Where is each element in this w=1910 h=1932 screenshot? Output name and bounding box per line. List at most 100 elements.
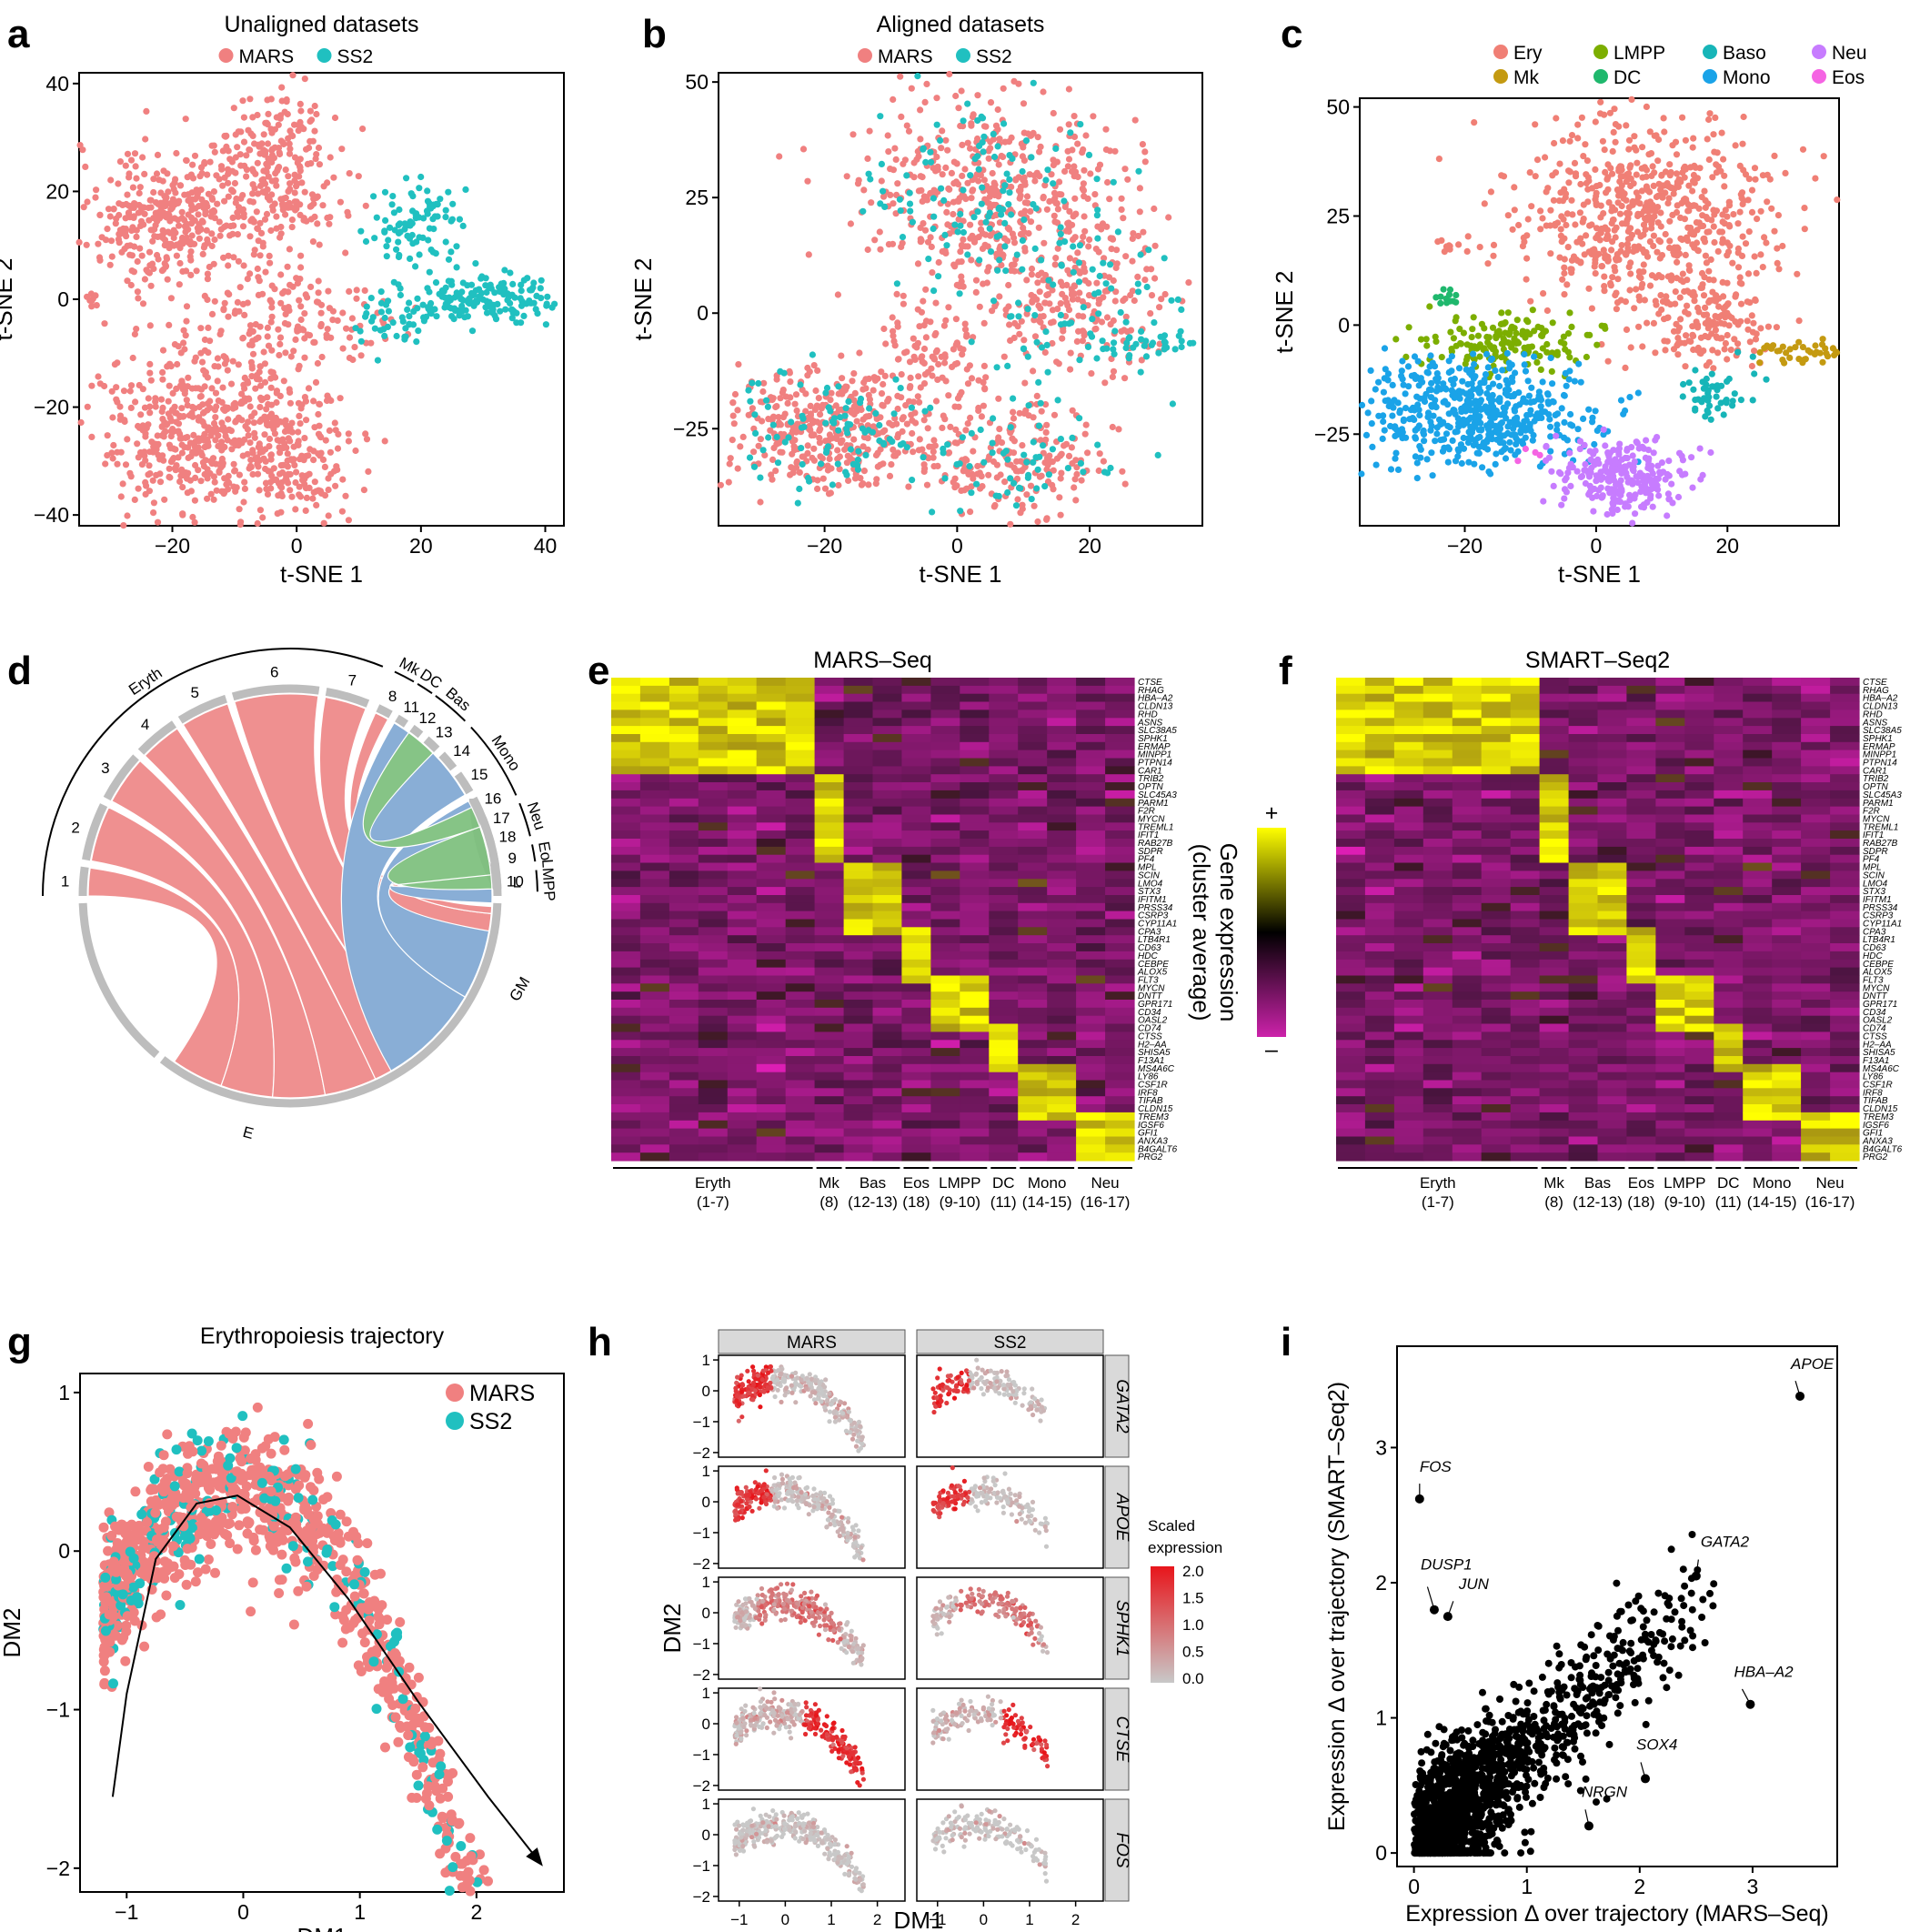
- point-ss2: [845, 397, 852, 405]
- point-mars: [302, 507, 309, 515]
- point-ery: [1771, 152, 1778, 159]
- point-ss2: [903, 444, 910, 451]
- point-lmpp: [1423, 342, 1431, 349]
- point-mono: [1523, 411, 1531, 419]
- point-mono: [1522, 367, 1530, 375]
- point-mono: [1517, 429, 1524, 437]
- point-mars: [920, 417, 928, 424]
- point-ery: [1724, 356, 1731, 363]
- point-mars: [112, 220, 119, 227]
- point-mars: [960, 283, 967, 290]
- point-mars: [818, 405, 825, 412]
- point-mars: [267, 126, 275, 133]
- point-ery: [1657, 186, 1664, 194]
- point-mars: [968, 195, 975, 202]
- point-ss2: [1101, 468, 1109, 476]
- point-mars: [825, 490, 833, 498]
- point-baso: [1749, 353, 1756, 360]
- point-mars: [223, 222, 230, 229]
- point-ery: [1748, 362, 1755, 370]
- point-ss2: [1003, 170, 1010, 177]
- point-mono: [1468, 380, 1475, 387]
- point-ss2: [401, 336, 408, 343]
- point-mars: [807, 402, 814, 409]
- point-mars: [1049, 307, 1057, 314]
- point-ss2: [453, 264, 460, 271]
- point-mars: [235, 257, 242, 265]
- point-mars: [76, 142, 84, 149]
- point-mars: [916, 398, 923, 406]
- point-mars: [138, 252, 146, 259]
- point-ery: [1604, 233, 1612, 240]
- point-mars: [262, 147, 269, 155]
- point-mars: [941, 416, 949, 423]
- point-mars: [230, 222, 237, 229]
- point-ss2: [434, 213, 441, 220]
- point-mono: [1423, 368, 1431, 376]
- point-ery: [1556, 160, 1563, 167]
- point-mono: [1626, 394, 1634, 401]
- point-mars: [239, 334, 246, 342]
- point-mars: [221, 197, 228, 205]
- point-mars: [838, 352, 845, 359]
- point-mars: [327, 214, 334, 221]
- plot-frame: [718, 72, 1203, 527]
- point-mk: [1800, 356, 1808, 364]
- point-mars: [995, 395, 1002, 402]
- point-ss2: [1132, 340, 1140, 347]
- point-ss2: [1171, 346, 1179, 353]
- point-mono: [1414, 357, 1422, 365]
- point-mars: [964, 179, 971, 186]
- point-mars: [206, 404, 214, 411]
- point-ery: [1604, 357, 1612, 365]
- point-ss2: [914, 73, 921, 80]
- point-ss2: [1117, 308, 1124, 317]
- point-mars: [75, 238, 83, 246]
- point-mars: [908, 411, 915, 418]
- point-ery: [1618, 242, 1625, 249]
- point-lmpp: [1447, 328, 1454, 336]
- point-mars: [186, 412, 193, 419]
- point-mars: [130, 204, 137, 211]
- point-mars: [1100, 294, 1107, 301]
- point-ery: [1656, 255, 1664, 262]
- point-ery: [1612, 234, 1619, 241]
- point-mars: [933, 95, 940, 102]
- point-mars: [1185, 279, 1192, 287]
- point-mars: [173, 149, 180, 157]
- point-mars: [249, 449, 256, 457]
- point-mars: [268, 298, 276, 307]
- point-mars: [970, 111, 977, 118]
- point-mars: [1131, 116, 1139, 124]
- point-ery: [1699, 222, 1707, 229]
- point-mars: [109, 414, 116, 421]
- point-mars: [245, 379, 252, 387]
- point-ery: [1603, 176, 1611, 183]
- point-ss2: [1028, 154, 1035, 161]
- point-ery: [1698, 194, 1705, 201]
- point-ss2: [746, 454, 754, 461]
- point-ss2: [1067, 129, 1074, 136]
- legend-key-ss2: [317, 48, 332, 63]
- point-ery: [1559, 276, 1566, 283]
- point-mars: [301, 435, 308, 442]
- point-mono: [1622, 407, 1629, 415]
- point-mono: [1413, 475, 1421, 482]
- point-mars: [894, 323, 901, 330]
- point-mars: [268, 472, 276, 479]
- point-mars: [286, 180, 294, 187]
- point-ery: [1739, 233, 1746, 240]
- point-ss2: [897, 441, 904, 448]
- point-mars: [910, 174, 918, 181]
- point-mars: [968, 120, 975, 127]
- point-mars: [880, 325, 888, 333]
- point-mars: [317, 301, 326, 308]
- point-ss2: [395, 221, 402, 228]
- point-mk: [1804, 347, 1812, 354]
- point-mars: [246, 403, 254, 410]
- point-mars: [245, 432, 252, 439]
- point-mars: [945, 392, 952, 399]
- point-mars: [297, 316, 305, 324]
- point-mars: [285, 288, 292, 296]
- point-ss2: [445, 188, 452, 196]
